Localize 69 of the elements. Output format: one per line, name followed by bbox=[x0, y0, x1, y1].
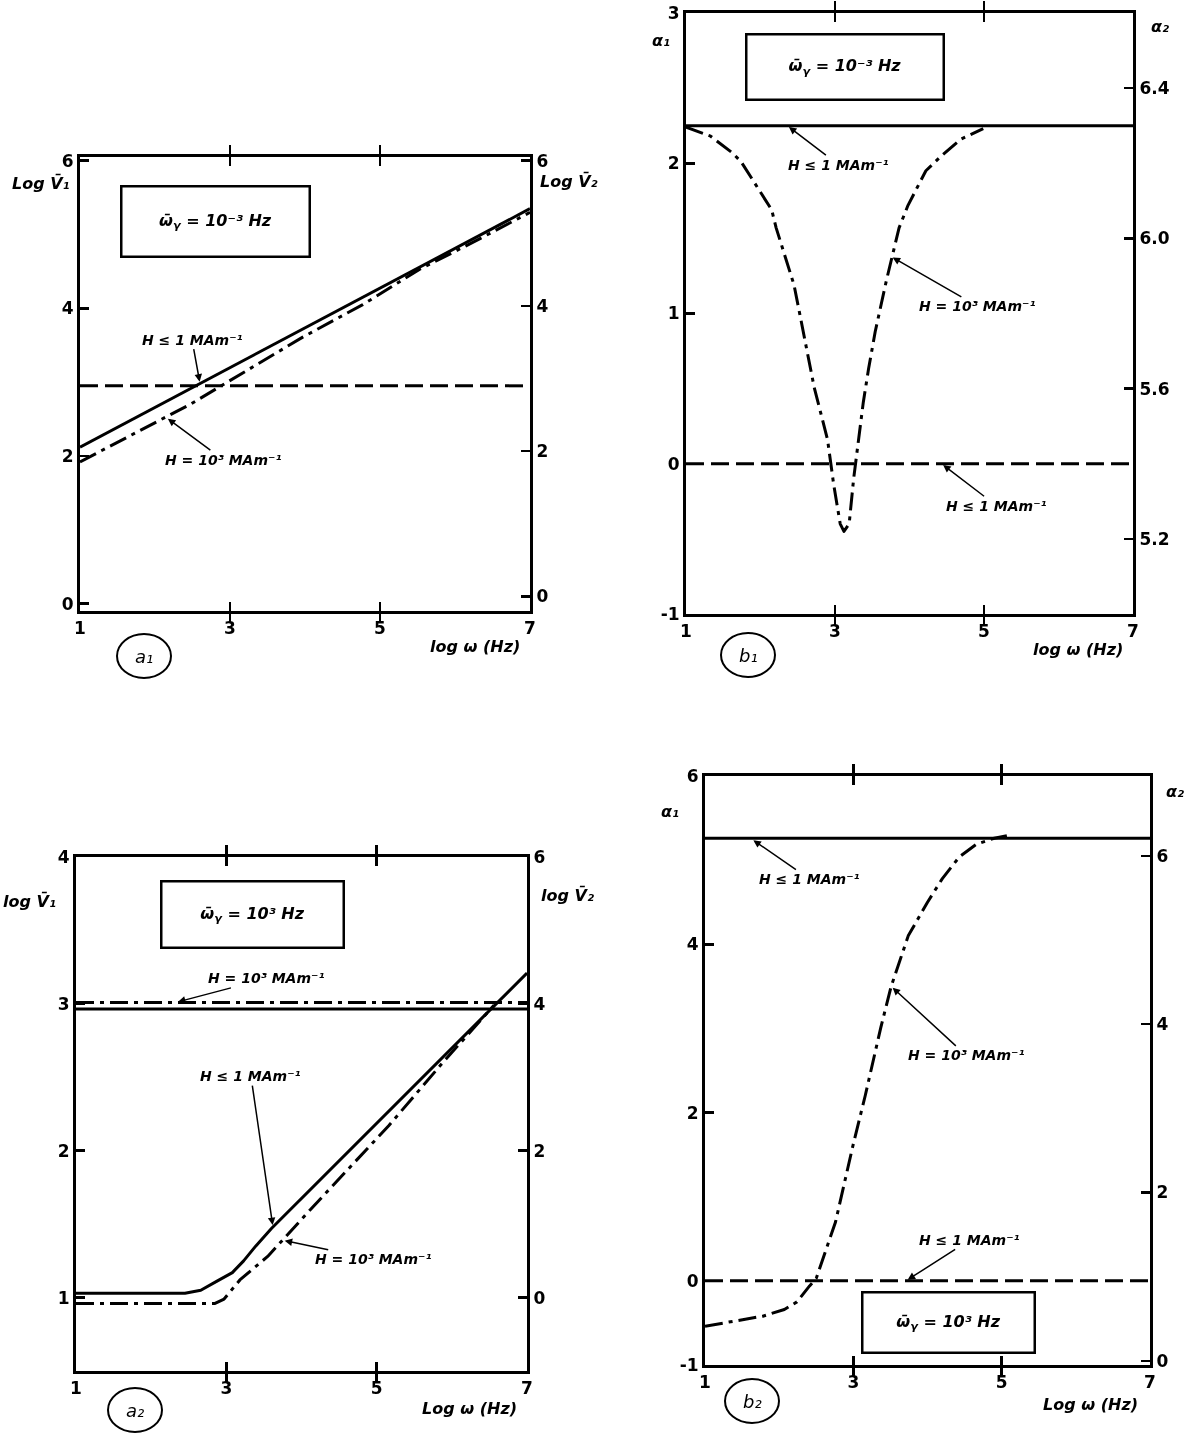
y-axis-title: α₁ bbox=[661, 802, 679, 821]
y-tick-label: 4 bbox=[57, 846, 70, 867]
annotation: H = 10³ MAm⁻¹ bbox=[208, 970, 325, 986]
y-tick-label: 6 bbox=[686, 765, 699, 786]
y2-tick-label: 5.2 bbox=[1139, 528, 1170, 549]
x-axis-title: log ω (Hz) bbox=[430, 637, 521, 656]
annotation: H ≤ 1 MAm⁻¹ bbox=[919, 1232, 1020, 1248]
x-tick-label: 7 bbox=[521, 1378, 533, 1399]
annotation: H ≤ 1 MAm⁻¹ bbox=[142, 332, 243, 348]
y2-tick-label: 5.6 bbox=[1139, 378, 1170, 399]
text: a₁ bbox=[135, 646, 154, 667]
y-tick-label: 1 bbox=[57, 1287, 70, 1308]
y-axis-title: Log V̄₁ bbox=[12, 173, 70, 193]
annotation: ω̄$_{γ}$ = 10³ Hz bbox=[896, 1311, 1001, 1334]
annotation: H = 10³ MAm⁻¹ bbox=[919, 298, 1036, 314]
y2-axis-title: α₂ bbox=[1151, 17, 1169, 36]
y2-tick-label: 6 bbox=[533, 846, 546, 867]
y2-axis-title: log V̄₂ bbox=[541, 885, 594, 905]
y2-axis-title: Log V̄₂ bbox=[540, 171, 598, 191]
annotation: H = 10³ MAm⁻¹ bbox=[165, 452, 282, 468]
y2-tick-label: 6 bbox=[1156, 845, 1169, 866]
x-tick-label: 7 bbox=[1144, 1372, 1156, 1393]
x-axis-title: Log ω (Hz) bbox=[1043, 1395, 1139, 1414]
annotation: ω̄$_{γ}$ = 10⁻³ Hz bbox=[159, 210, 272, 233]
y2-axis-title: α₂ bbox=[1166, 782, 1184, 801]
y-tick-label: -1 bbox=[679, 1354, 699, 1375]
y-tick-label: 2 bbox=[61, 445, 74, 466]
y2-tick-label: 0 bbox=[1156, 1350, 1169, 1371]
annotation: H ≤ 1 MAm⁻¹ bbox=[759, 871, 860, 887]
y-tick-label: 4 bbox=[61, 298, 74, 319]
y2-tick-label: 6.0 bbox=[1139, 228, 1170, 249]
annotation: ω̄$_{γ}$ = 10⁻³ Hz bbox=[788, 56, 902, 78]
y2-tick-label: 6.4 bbox=[1139, 78, 1170, 99]
y-tick-label: 2 bbox=[57, 1140, 70, 1161]
y-tick-label: 3 bbox=[667, 2, 680, 23]
y2-tick-label: 0 bbox=[536, 586, 549, 607]
y-tick-label: 4 bbox=[686, 934, 699, 955]
y-tick-label: 0 bbox=[686, 1270, 699, 1291]
x-axis-title: log ω (Hz) bbox=[1033, 640, 1124, 659]
y-axis-title: α₁ bbox=[652, 31, 670, 50]
x-tick-label: 7 bbox=[1127, 621, 1139, 642]
y2-tick-label: 2 bbox=[536, 441, 549, 462]
y2-tick-label: 2 bbox=[1156, 1182, 1169, 1203]
text: b₁ bbox=[739, 645, 758, 666]
annotation: ω̄$_{γ}$ = 10³ Hz bbox=[200, 903, 305, 926]
y-tick-label: 0 bbox=[667, 453, 680, 474]
text: a₂ bbox=[126, 1400, 145, 1421]
annotation: H ≤ 1 MAm⁻¹ bbox=[788, 157, 889, 173]
y-tick-label: 2 bbox=[667, 153, 680, 174]
y2-tick-label: 4 bbox=[533, 993, 546, 1014]
x-tick-label: 7 bbox=[524, 618, 536, 639]
y2-tick-label: 4 bbox=[1156, 1014, 1169, 1035]
y-axis-title: log V̄₁ bbox=[3, 891, 56, 911]
y-tick-label: 2 bbox=[686, 1102, 699, 1123]
y-tick-label: 1 bbox=[667, 303, 680, 324]
y-tick-label: 3 bbox=[57, 993, 70, 1014]
y2-tick-label: 4 bbox=[536, 295, 549, 316]
annotation: H ≤ 1 MAm⁻¹ bbox=[946, 498, 1047, 514]
y-tick-label: 0 bbox=[61, 593, 74, 614]
text: b₂ bbox=[743, 1391, 762, 1412]
x-axis-title: Log ω (Hz) bbox=[422, 1399, 518, 1418]
y2-tick-label: 0 bbox=[533, 1287, 546, 1308]
y2-tick-label: 6 bbox=[536, 150, 549, 171]
annotation: H ≤ 1 MAm⁻¹ bbox=[200, 1068, 301, 1084]
annotation: H = 10³ MAm⁻¹ bbox=[315, 1251, 432, 1267]
y-tick-label: -1 bbox=[660, 603, 680, 624]
y-tick-label: 6 bbox=[61, 150, 74, 171]
y2-tick-label: 2 bbox=[533, 1140, 546, 1161]
annotation: H = 10³ MAm⁻¹ bbox=[908, 1047, 1025, 1063]
